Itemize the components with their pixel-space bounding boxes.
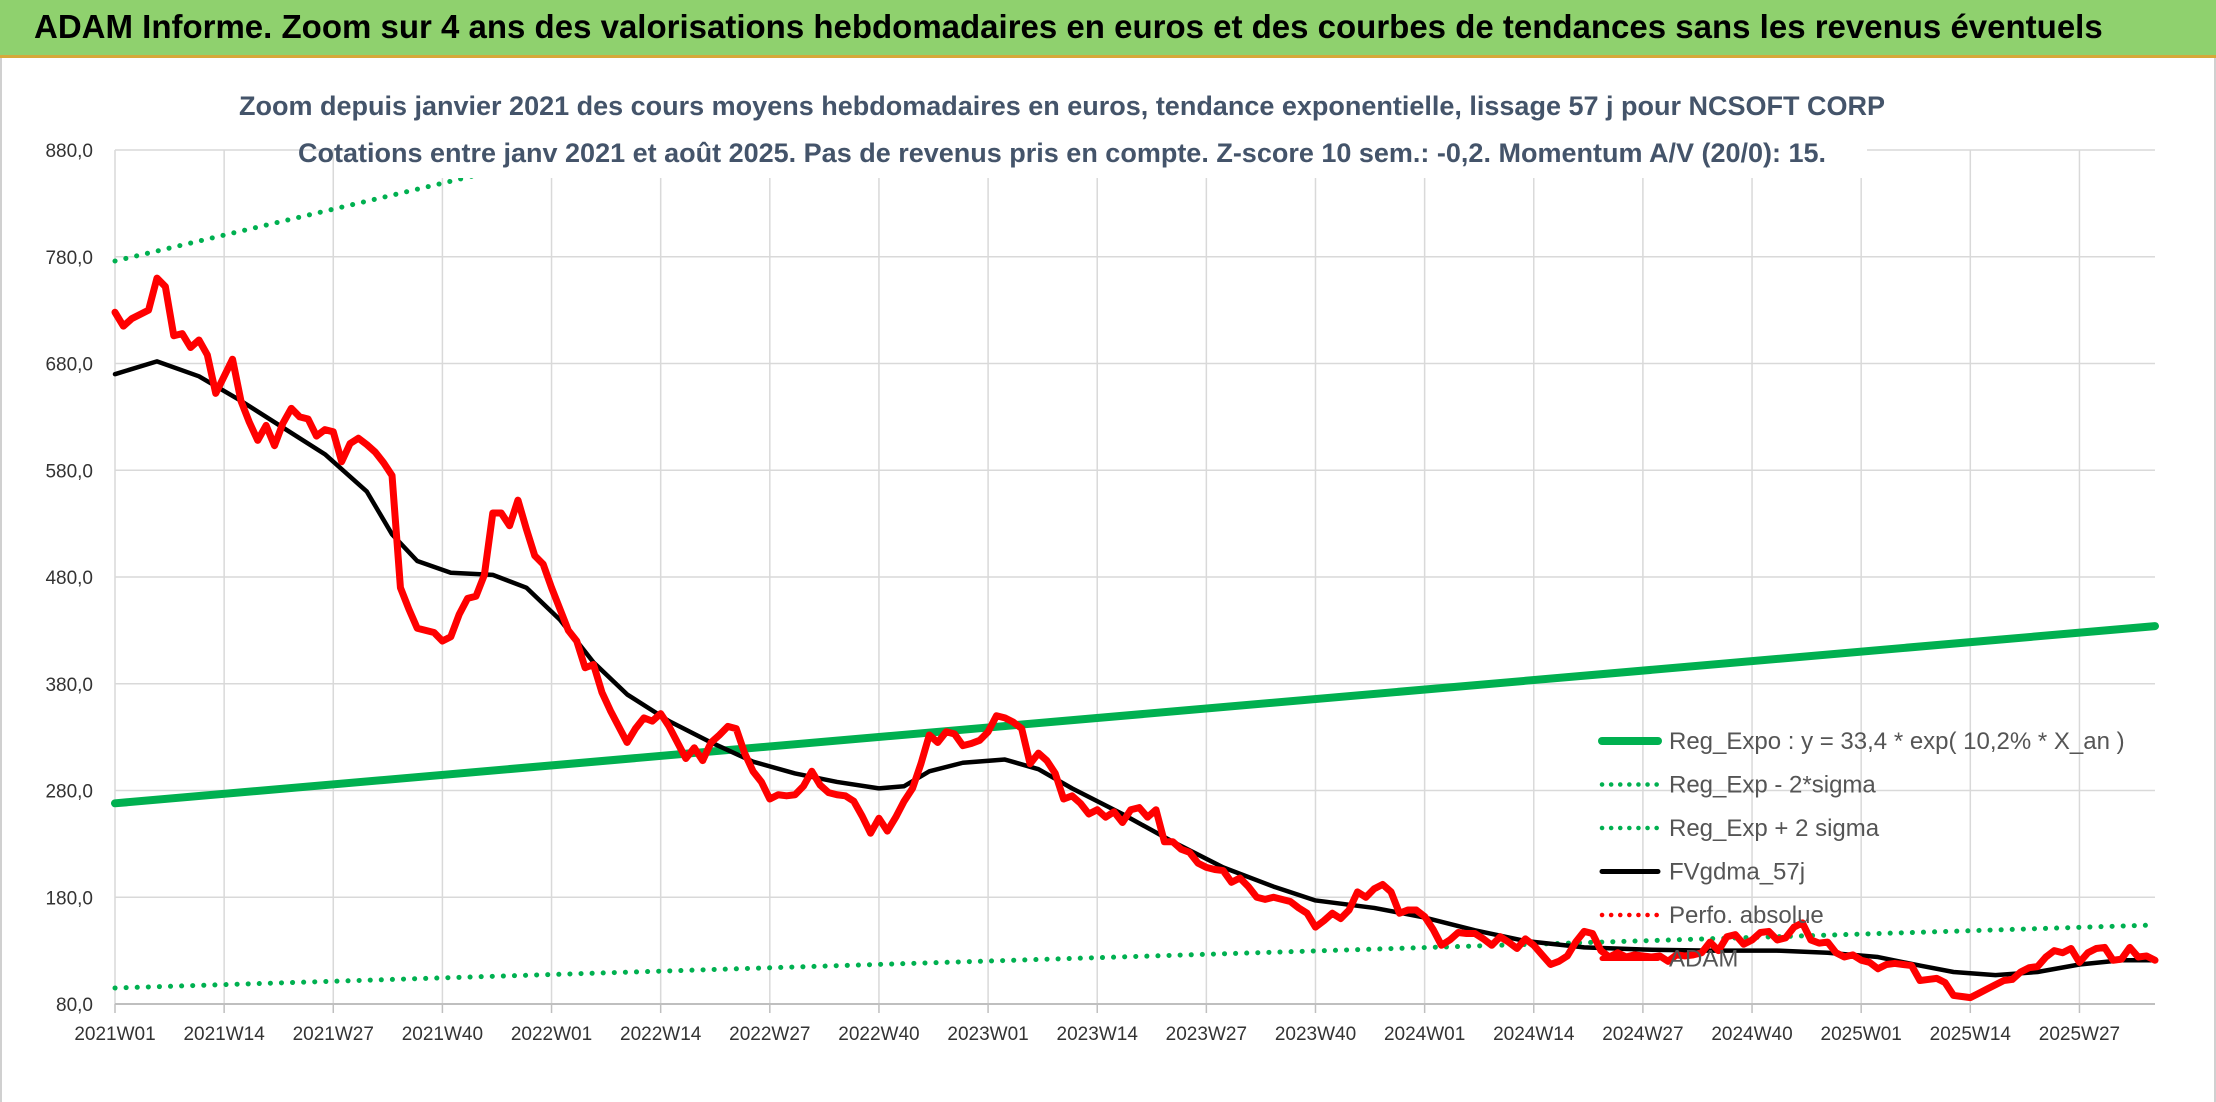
x-tick-label: 2024W27 bbox=[1602, 1024, 1683, 1045]
x-tick-label: 2022W14 bbox=[620, 1024, 702, 1045]
x-tick-label: 2022W01 bbox=[511, 1024, 592, 1045]
series-line-3 bbox=[112, 359, 2158, 978]
x-tick-label: 2022W27 bbox=[729, 1024, 810, 1045]
x-tick-label: 2023W40 bbox=[1275, 1024, 1356, 1045]
x-tick-label: 2025W27 bbox=[2039, 1024, 2120, 1045]
x-tick-label: 2023W14 bbox=[1057, 1024, 1139, 1045]
legend-label: Reg_Exp + 2 sigma bbox=[1669, 815, 1880, 842]
series-line-1 bbox=[112, 922, 2158, 991]
chart-title: Zoom depuis janvier 2021 des cours moyen… bbox=[239, 91, 1885, 121]
y-tick-label: 580,0 bbox=[45, 461, 93, 482]
x-tick-label: 2024W01 bbox=[1384, 1024, 1465, 1045]
axes: 80,0 180,0 280,0 380,0 480,0 580,0 680,0 780,0 8… bbox=[45, 141, 2155, 1045]
x-tick-label: 2023W27 bbox=[1166, 1024, 1247, 1045]
y-tick-label: 280,0 bbox=[45, 782, 93, 803]
legend: Reg_Expo : y = 33,4 * exp( 10,2% * X_an … bbox=[1598, 728, 2125, 973]
series-line-0 bbox=[111, 622, 2159, 808]
x-tick-label: 2025W01 bbox=[1821, 1024, 1902, 1045]
x-tick-label: 2022W40 bbox=[838, 1024, 919, 1045]
x-tick-label: 2021W01 bbox=[74, 1024, 155, 1045]
x-tick-label: 2023W01 bbox=[947, 1024, 1028, 1045]
legend-label: Perfo. absolue bbox=[1669, 902, 1824, 929]
report-title: ADAM Informe. Zoom sur 4 ans des valoris… bbox=[34, 8, 2103, 45]
series-line-5 bbox=[111, 274, 2159, 1002]
y-tick-label: 180,0 bbox=[45, 888, 93, 909]
series-layer bbox=[111, 138, 2159, 1002]
chart-subtitle: Cotations entre janv 2021 et août 2025. … bbox=[298, 138, 1826, 168]
chart-title-block: Zoom depuis janvier 2021 des cours moyen… bbox=[239, 86, 1885, 178]
y-tick-label: 480,0 bbox=[45, 568, 93, 589]
chart: Zoom depuis janvier 2021 des cours moyen… bbox=[2, 58, 2214, 1102]
x-tick-label: 2021W14 bbox=[183, 1024, 265, 1045]
x-tick-label: 2025W14 bbox=[1930, 1024, 2012, 1045]
series-group bbox=[111, 138, 2159, 1002]
y-tick-label: 380,0 bbox=[45, 675, 93, 696]
chart-background bbox=[2, 58, 2214, 1102]
y-tick-label: 80,0 bbox=[56, 995, 93, 1016]
legend-label: ADAM bbox=[1669, 946, 1738, 973]
report-banner: ADAM Informe. Zoom sur 4 ans des valoris… bbox=[0, 0, 2216, 58]
chart-frame: Zoom depuis janvier 2021 des cours moyen… bbox=[0, 58, 2216, 1102]
x-tick-label: 2024W40 bbox=[1711, 1024, 1792, 1045]
x-tick-label: 2021W27 bbox=[293, 1024, 374, 1045]
y-tick-label: 880,0 bbox=[45, 141, 93, 162]
chart-title-background bbox=[347, 86, 1867, 178]
y-tick-label: 780,0 bbox=[45, 248, 93, 269]
x-tick-label: 2024W14 bbox=[1493, 1024, 1575, 1045]
y-tick-label: 680,0 bbox=[45, 355, 93, 376]
x-tick-label: 2021W40 bbox=[402, 1024, 483, 1045]
legend-label: FVgdma_57j bbox=[1669, 859, 1805, 886]
legend-label: Reg_Exp - 2*sigma bbox=[1669, 772, 1876, 799]
legend-label: Reg_Expo : y = 33,4 * exp( 10,2% * X_an … bbox=[1669, 728, 2125, 755]
